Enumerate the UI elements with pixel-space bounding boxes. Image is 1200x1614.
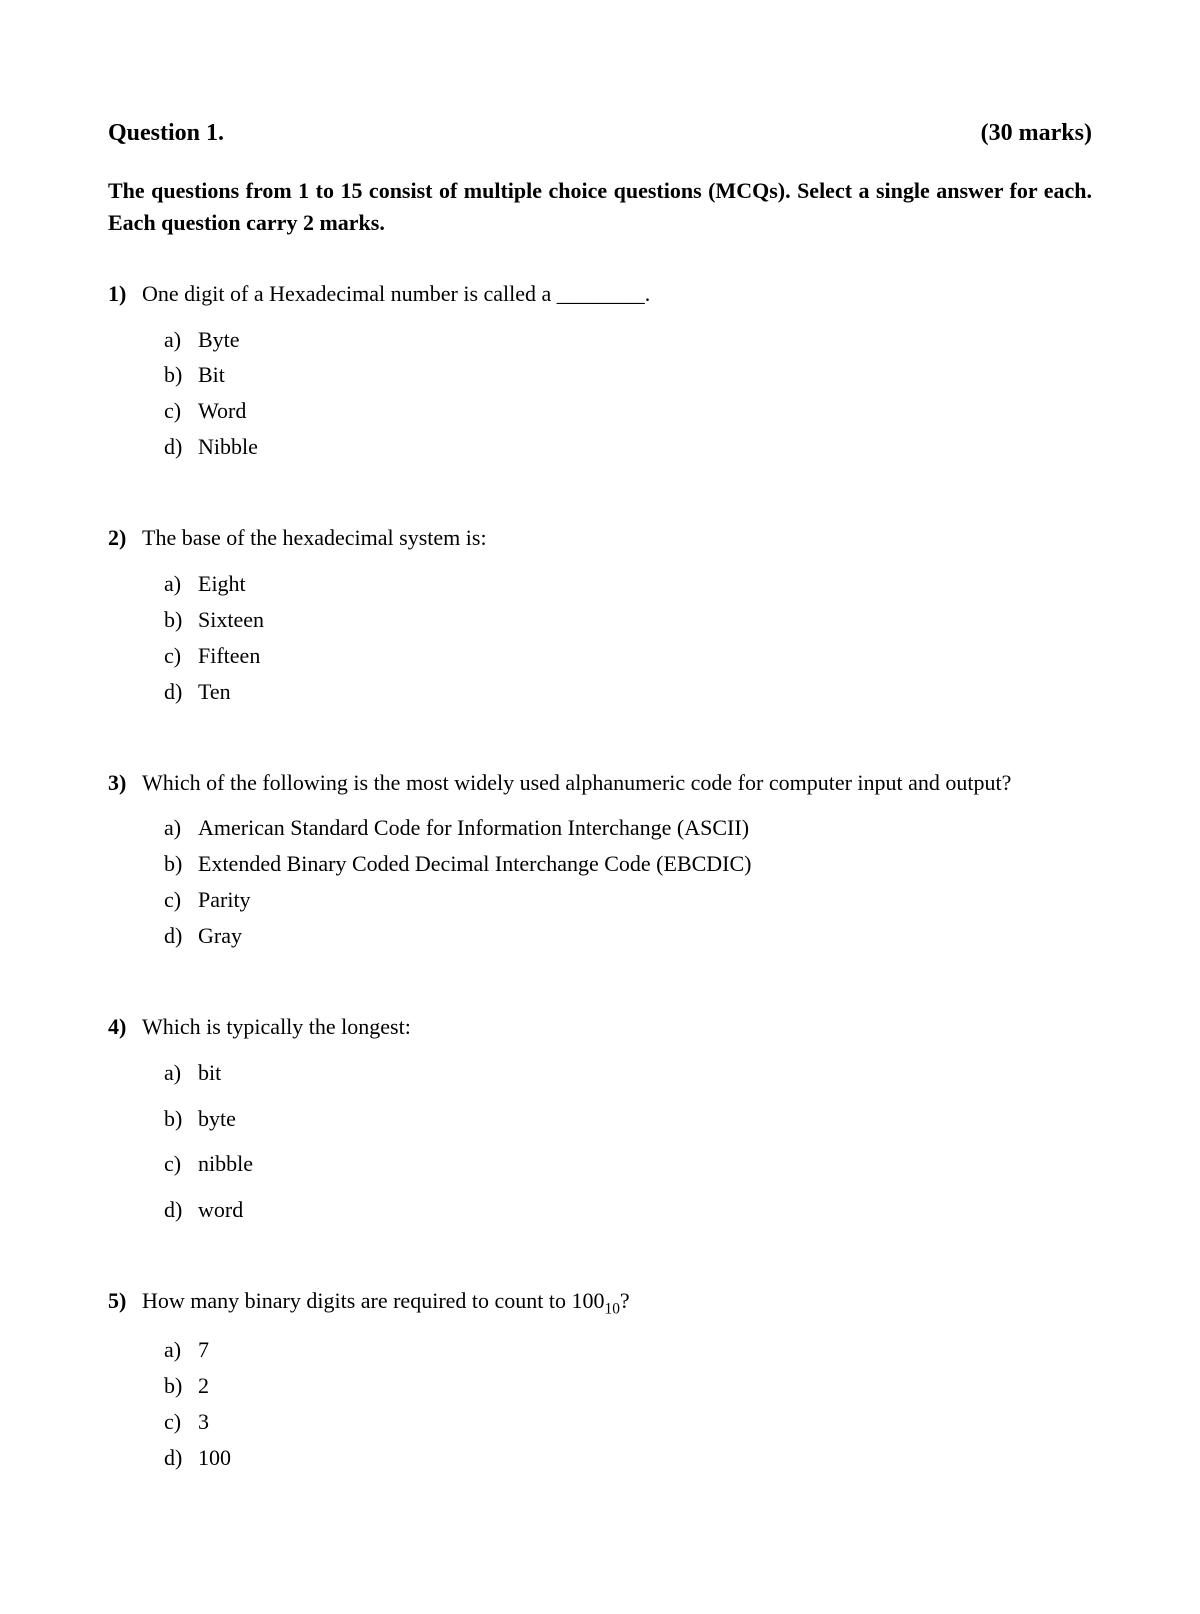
option-line: b)byte: [164, 1103, 1092, 1135]
option-letter: b): [164, 1103, 198, 1135]
option-text: Fifteen: [198, 640, 1092, 672]
question-block: 4)Which is typically the longest:a)bitb)…: [108, 1012, 1092, 1226]
option-text: Eight: [198, 568, 1092, 600]
question-line: 5)How many binary digits are required to…: [108, 1286, 1092, 1320]
option-letter: a): [164, 1334, 198, 1366]
option-letter: c): [164, 395, 198, 427]
option-letter: c): [164, 1148, 198, 1180]
option-letter: a): [164, 324, 198, 356]
option-text: 7: [198, 1334, 1092, 1366]
option-letter: d): [164, 676, 198, 708]
options-list: a)bitb)bytec)nibbled)word: [108, 1057, 1092, 1227]
option-letter: a): [164, 812, 198, 844]
option-line: c)3: [164, 1406, 1092, 1438]
question-text: One digit of a Hexadecimal number is cal…: [142, 279, 1092, 310]
options-list: a)Eightb)Sixteenc)Fifteend)Ten: [108, 568, 1092, 708]
instructions-text: The questions from 1 to 15 consist of mu…: [108, 175, 1092, 239]
option-line: d)Gray: [164, 920, 1092, 952]
option-text: bit: [198, 1057, 1092, 1089]
option-line: d)Ten: [164, 676, 1092, 708]
question-number: 3): [108, 770, 142, 796]
option-letter: d): [164, 1194, 198, 1226]
option-text: Extended Binary Coded Decimal Interchang…: [198, 848, 1092, 880]
question-text: Which of the following is the most widel…: [142, 768, 1092, 799]
option-text: Byte: [198, 324, 1092, 356]
option-letter: d): [164, 920, 198, 952]
question-line: 4)Which is typically the longest:: [108, 1012, 1092, 1043]
question-number: 5): [108, 1288, 142, 1314]
option-letter: b): [164, 848, 198, 880]
options-list: a)American Standard Code for Information…: [108, 812, 1092, 952]
question-block: 3)Which of the following is the most wid…: [108, 768, 1092, 952]
option-letter: a): [164, 1057, 198, 1089]
question-header: Question 1. (30 marks): [108, 120, 1092, 147]
option-text: Word: [198, 395, 1092, 427]
option-line: a)7: [164, 1334, 1092, 1366]
option-line: a)Eight: [164, 568, 1092, 600]
option-text: Sixteen: [198, 604, 1092, 636]
question-text: How many binary digits are required to c…: [142, 1286, 1092, 1320]
question-block: 2)The base of the hexadecimal system is:…: [108, 523, 1092, 707]
option-line: b)2: [164, 1370, 1092, 1402]
option-text: byte: [198, 1103, 1092, 1135]
option-line: c)Word: [164, 395, 1092, 427]
option-line: d)100: [164, 1442, 1092, 1474]
option-letter: c): [164, 1406, 198, 1438]
option-line: a)Byte: [164, 324, 1092, 356]
question-line: 2)The base of the hexadecimal system is:: [108, 523, 1092, 554]
option-text: 3: [198, 1406, 1092, 1438]
option-letter: a): [164, 568, 198, 600]
option-letter: b): [164, 1370, 198, 1402]
option-text: 100: [198, 1442, 1092, 1474]
option-line: c)Parity: [164, 884, 1092, 916]
option-line: c)nibble: [164, 1148, 1092, 1180]
option-text: Ten: [198, 676, 1092, 708]
option-text: Parity: [198, 884, 1092, 916]
question-line: 3)Which of the following is the most wid…: [108, 768, 1092, 799]
exam-page: Question 1. (30 marks) The questions fro…: [0, 0, 1200, 1614]
question-line: 1)One digit of a Hexadecimal number is c…: [108, 279, 1092, 310]
question-number: 4): [108, 1014, 142, 1040]
question-number: 2): [108, 525, 142, 551]
option-text: Bit: [198, 359, 1092, 391]
option-letter: c): [164, 640, 198, 672]
option-line: d)word: [164, 1194, 1092, 1226]
option-text: Gray: [198, 920, 1092, 952]
question-block: 1)One digit of a Hexadecimal number is c…: [108, 279, 1092, 463]
options-list: a)Byteb)Bitc)Wordd)Nibble: [108, 324, 1092, 464]
question-number: 1): [108, 281, 142, 307]
option-letter: c): [164, 884, 198, 916]
questions-list: 1)One digit of a Hexadecimal number is c…: [108, 279, 1092, 1474]
question-text: Which is typically the longest:: [142, 1012, 1092, 1043]
option-line: a)American Standard Code for Information…: [164, 812, 1092, 844]
option-line: c)Fifteen: [164, 640, 1092, 672]
option-letter: d): [164, 1442, 198, 1474]
option-line: a)bit: [164, 1057, 1092, 1089]
option-text: 2: [198, 1370, 1092, 1402]
option-letter: b): [164, 604, 198, 636]
option-line: d)Nibble: [164, 431, 1092, 463]
option-text: Nibble: [198, 431, 1092, 463]
option-text: American Standard Code for Information I…: [198, 812, 1092, 844]
option-text: nibble: [198, 1148, 1092, 1180]
option-text: word: [198, 1194, 1092, 1226]
question-text: The base of the hexadecimal system is:: [142, 523, 1092, 554]
option-letter: d): [164, 431, 198, 463]
option-line: b)Extended Binary Coded Decimal Intercha…: [164, 848, 1092, 880]
question-title: Question 1.: [108, 120, 224, 147]
option-letter: b): [164, 359, 198, 391]
option-line: b)Bit: [164, 359, 1092, 391]
option-line: b)Sixteen: [164, 604, 1092, 636]
question-block: 5)How many binary digits are required to…: [108, 1286, 1092, 1474]
options-list: a)7b)2c)3d)100: [108, 1334, 1092, 1474]
question-marks: (30 marks): [981, 120, 1092, 147]
